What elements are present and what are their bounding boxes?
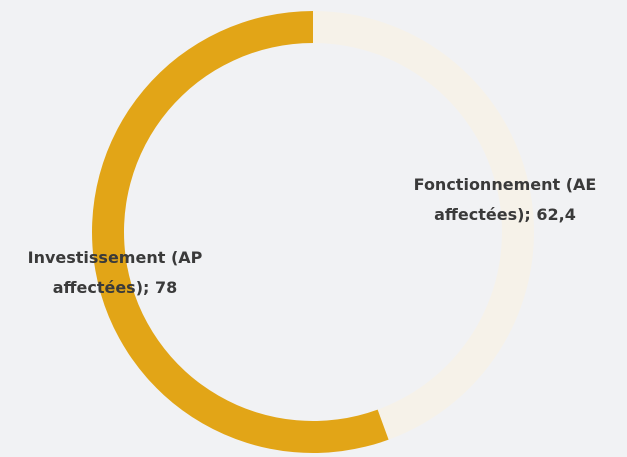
data-label: Fonctionnement (AE affectées)62,4 <box>405 170 605 230</box>
data-label: Investissement (AP affectées)78 <box>15 243 215 303</box>
value-label: 78 <box>154 278 178 297</box>
donut-segment <box>92 11 389 453</box>
donut-segment <box>313 11 534 440</box>
value-label: 62,4 <box>536 205 576 224</box>
